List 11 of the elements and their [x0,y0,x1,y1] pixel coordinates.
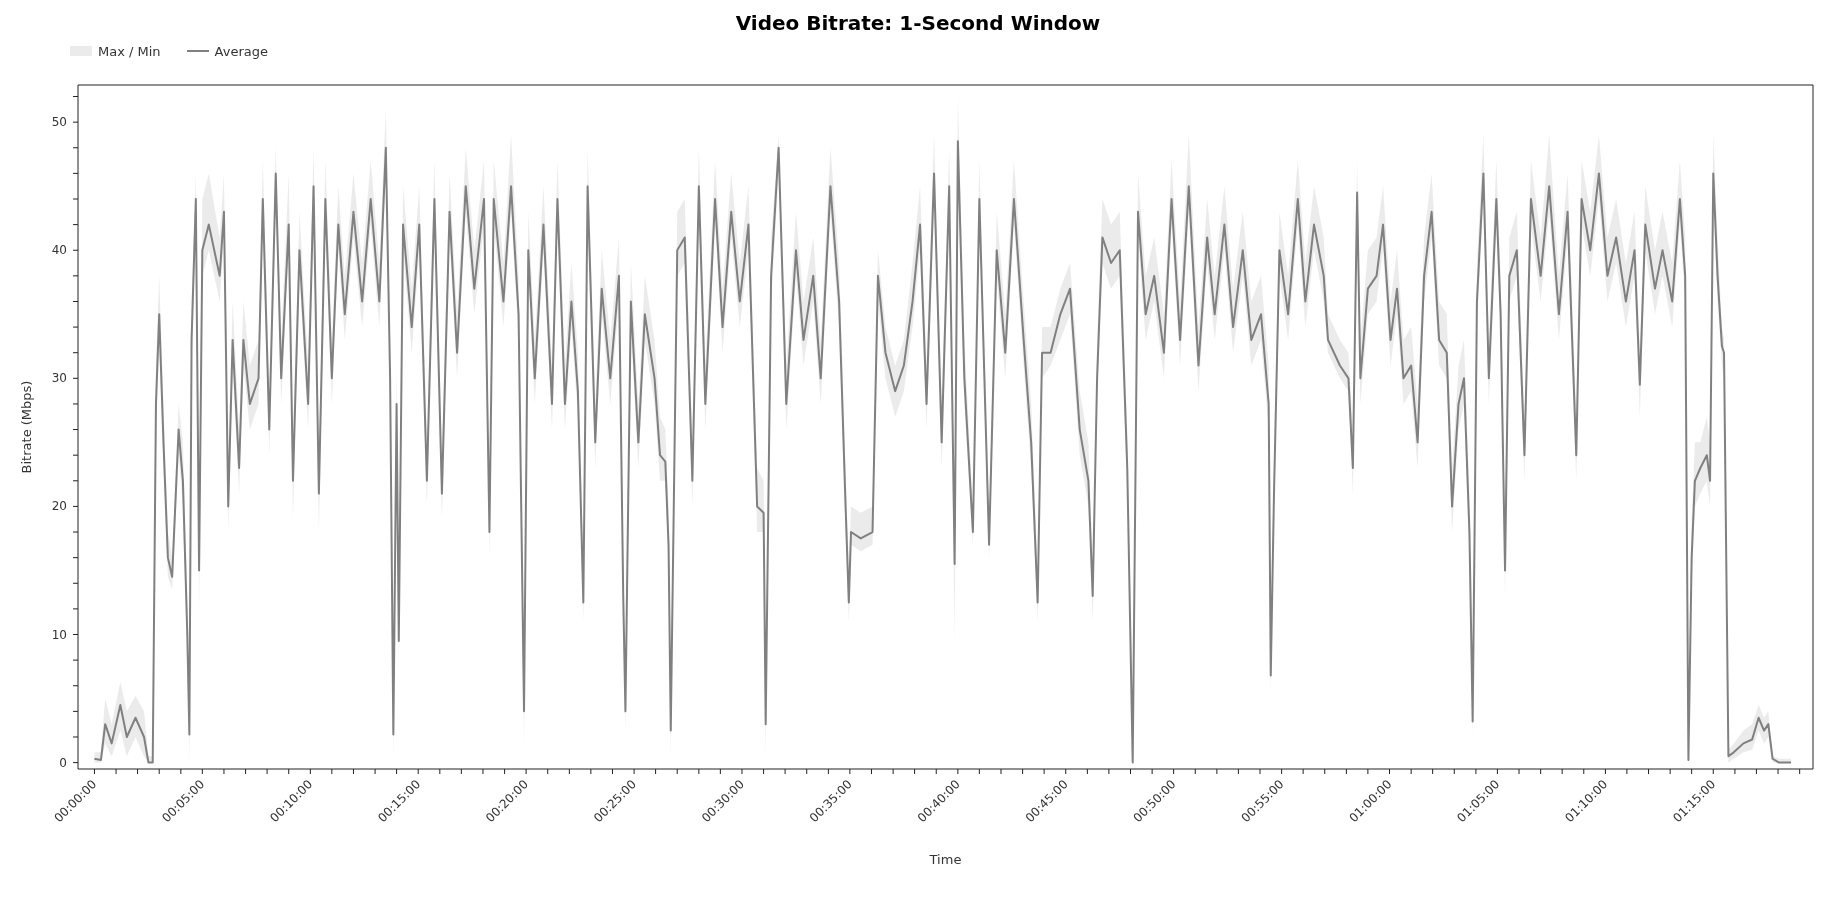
y-tick-label: 20 [51,499,67,514]
y-tick-label: 0 [59,755,67,770]
text: Max / Min [98,43,161,59]
x-axis-title: Time [928,852,962,867]
chart-title: Video Bitrate: 1-Second Window [734,10,1102,37]
y-tick-label: 50 [51,115,67,130]
y-tick-label: 10 [51,627,67,642]
legend-label: Average [214,43,268,59]
y-tick-label: 40 [51,243,67,258]
y-axis-title: Bitrate (Mbps) [18,380,34,474]
y-tick-label: 30 [51,371,67,386]
